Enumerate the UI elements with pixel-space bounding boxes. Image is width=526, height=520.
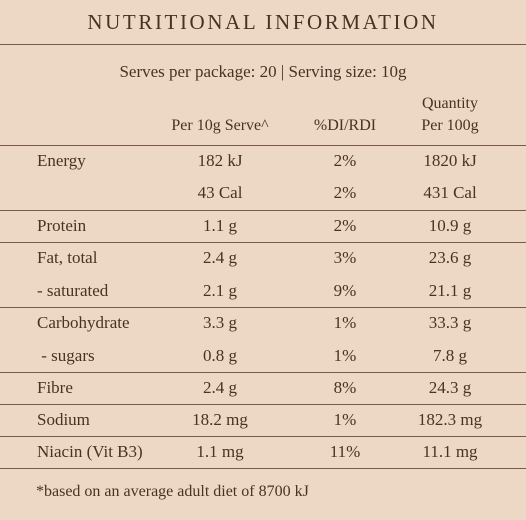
per100-value: 1820 kJ [423, 151, 477, 170]
per-serve-value: 2.1 g [203, 281, 237, 300]
nutrient-name: Carbohydrate [37, 313, 130, 332]
serving-info: Serves per package: 20 | Serving size: 1… [119, 62, 407, 81]
row-divider [0, 242, 526, 243]
footnote: *based on an average adult diet of 8700 … [36, 483, 309, 500]
table-bottom-divider [0, 468, 526, 469]
row-divider [0, 210, 526, 211]
per-serve-value: 182 kJ [197, 151, 243, 170]
per-serve-value: 2.4 g [203, 378, 237, 397]
row-divider [0, 372, 526, 373]
table-row: Sodium 18.2 mg 1% 182.3 mg [0, 404, 526, 436]
header-per100-line1: Quantity [422, 95, 478, 112]
di-value: 2% [333, 151, 357, 170]
per-serve-value: 0.8 g [203, 346, 237, 365]
nutrient-name: - saturated [37, 281, 109, 300]
table-row: - sugars 0.8 g 1% 7.8 g [0, 340, 526, 372]
di-value: 3% [333, 248, 357, 267]
nutrient-name: Niacin (Vit B3) [37, 442, 143, 461]
per-serve-value: 2.4 g [203, 248, 237, 267]
panel-title: NUTRITIONAL INFORMATION [87, 10, 439, 34]
per100-value: 182.3 mg [417, 410, 483, 429]
table-row: Carbohydrate 3.3 g 1% 33.3 g [0, 307, 526, 339]
per100-value: 21.1 g [428, 281, 472, 300]
per-serve-value: 3.3 g [203, 313, 237, 332]
per100-value: 24.3 g [428, 378, 472, 397]
table-row: Niacin (Vit B3) 1.1 mg 11% 11.1 mg [0, 436, 526, 468]
per100-value: 33.3 g [428, 313, 472, 332]
table-row: 43 Cal 2% 431 Cal [0, 177, 526, 209]
nutrient-name: Fat, total [37, 248, 98, 267]
di-value: 1% [333, 410, 357, 429]
nutrient-name: Sodium [37, 410, 90, 429]
nutrient-name: - sugars [37, 346, 95, 365]
header-per-serve: Per 10g Serve^ [171, 117, 269, 134]
nutrient-name: Energy [37, 151, 86, 170]
table-row: Protein 1.1 g 2% 10.9 g [0, 210, 526, 242]
row-divider [0, 436, 526, 437]
header-di: %DI/RDI [313, 117, 377, 134]
nutrient-name: Fibre [37, 378, 73, 397]
header-divider [0, 145, 526, 146]
di-value: 2% [333, 183, 357, 202]
nutrient-name: Protein [37, 216, 87, 235]
per-serve-value: 43 Cal [197, 183, 243, 202]
di-value: 9% [333, 281, 357, 300]
per-serve-value: 1.1 mg [196, 442, 244, 461]
per100-value: 7.8 g [433, 346, 467, 365]
row-divider [0, 307, 526, 308]
row-divider [0, 404, 526, 405]
di-value: 1% [333, 313, 357, 332]
header-per100-line2: Per 100g [421, 117, 479, 134]
per-serve-value: 18.2 mg [192, 410, 248, 429]
table-row: - saturated 2.1 g 9% 21.1 g [0, 275, 526, 307]
table-row: Fibre 2.4 g 8% 24.3 g [0, 372, 526, 404]
per-serve-value: 1.1 g [203, 216, 237, 235]
per100-value: 431 Cal [423, 183, 477, 202]
title-divider [0, 44, 526, 45]
per100-value: 23.6 g [428, 248, 472, 267]
table-row: Fat, total 2.4 g 3% 23.6 g [0, 242, 526, 274]
table-row: Energy 182 kJ 2% 1820 kJ [0, 145, 526, 177]
di-value: 11% [329, 442, 361, 461]
per100-value: 11.1 mg [422, 442, 478, 461]
di-value: 8% [333, 378, 357, 397]
per100-value: 10.9 g [428, 216, 472, 235]
di-value: 1% [333, 346, 357, 365]
di-value: 2% [333, 216, 357, 235]
